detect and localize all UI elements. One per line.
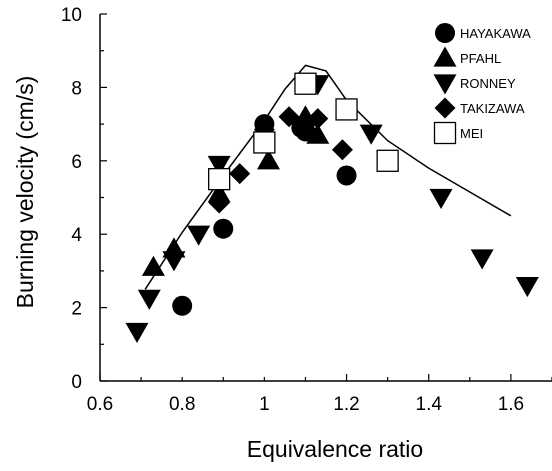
data-point-takizawa xyxy=(229,163,251,185)
legend-marker-pfahl xyxy=(433,46,457,67)
data-point-ronney xyxy=(207,155,231,176)
plot-area xyxy=(125,64,539,343)
y-tick-label: 8 xyxy=(71,78,82,99)
y-axis-title: Burning velocity (cm/s) xyxy=(12,76,38,309)
data-point-ronney xyxy=(515,276,539,298)
x-tick-label: 1.4 xyxy=(416,394,443,415)
legend-marker-takizawa xyxy=(434,97,456,119)
data-point-hayakawa xyxy=(213,218,234,239)
legend-marker-hayakawa xyxy=(435,23,455,43)
data-point-ronney xyxy=(162,251,186,272)
data-point-pfahl xyxy=(207,182,231,203)
data-point-mei xyxy=(376,149,399,172)
axes: 0.6 0.8 1 1.2 1.4 1.6 0 2 4 6 8 10 xyxy=(61,5,552,415)
x-tick-label: 0.8 xyxy=(169,394,195,415)
legend-label-ronney: RONNEY xyxy=(460,76,516,91)
data-point-ronney xyxy=(429,188,453,209)
y-tick-label: 6 xyxy=(71,152,82,173)
x-tick-label: 1.6 xyxy=(498,394,524,415)
data-point-takizawa xyxy=(208,192,230,214)
x-tick-label: 0.6 xyxy=(87,394,113,415)
legend-marker-mei xyxy=(433,121,457,145)
data-point-takizawa xyxy=(278,106,300,128)
data-point-ronney xyxy=(359,124,383,145)
legend-label-takizawa: TAKIZAWA xyxy=(460,101,525,116)
y-tick-label: 0 xyxy=(71,372,82,393)
x-tick-label: 1 xyxy=(259,394,270,415)
data-point-ronney xyxy=(125,322,149,343)
legend: HAYAKAWA PFAHL RONNEY TAKIZAWA MEI xyxy=(433,23,531,145)
data-point-mei xyxy=(253,131,276,154)
x-tick-label: 1.2 xyxy=(333,394,359,415)
legend-label-mei: MEI xyxy=(460,126,483,141)
data-point-pfahl xyxy=(141,255,165,276)
data-point-pfahl xyxy=(256,149,280,170)
legend-label-hayakawa: HAYAKAWA xyxy=(460,26,531,41)
data-point-pfahl xyxy=(306,123,330,144)
y-tick-label: 4 xyxy=(71,225,82,246)
data-point-ronney xyxy=(137,289,161,310)
fit-curve-line xyxy=(144,64,512,290)
y-tick-label: 10 xyxy=(61,5,82,26)
x-axis-title: Equivalence ratio xyxy=(247,436,423,462)
data-point-hayakawa xyxy=(336,165,357,186)
y-tick-label: 2 xyxy=(71,299,82,320)
data-point-mei xyxy=(208,167,231,191)
data-point-mei xyxy=(294,72,317,95)
data-point-mei xyxy=(335,98,358,121)
data-point-takizawa xyxy=(331,139,353,161)
data-point-ronney xyxy=(470,249,494,270)
data-point-takizawa xyxy=(307,108,329,130)
legend-label-pfahl: PFAHL xyxy=(460,51,501,66)
legend-marker-ronney xyxy=(433,74,457,95)
data-point-hayakawa xyxy=(172,295,193,316)
data-point-ronney xyxy=(187,225,211,246)
